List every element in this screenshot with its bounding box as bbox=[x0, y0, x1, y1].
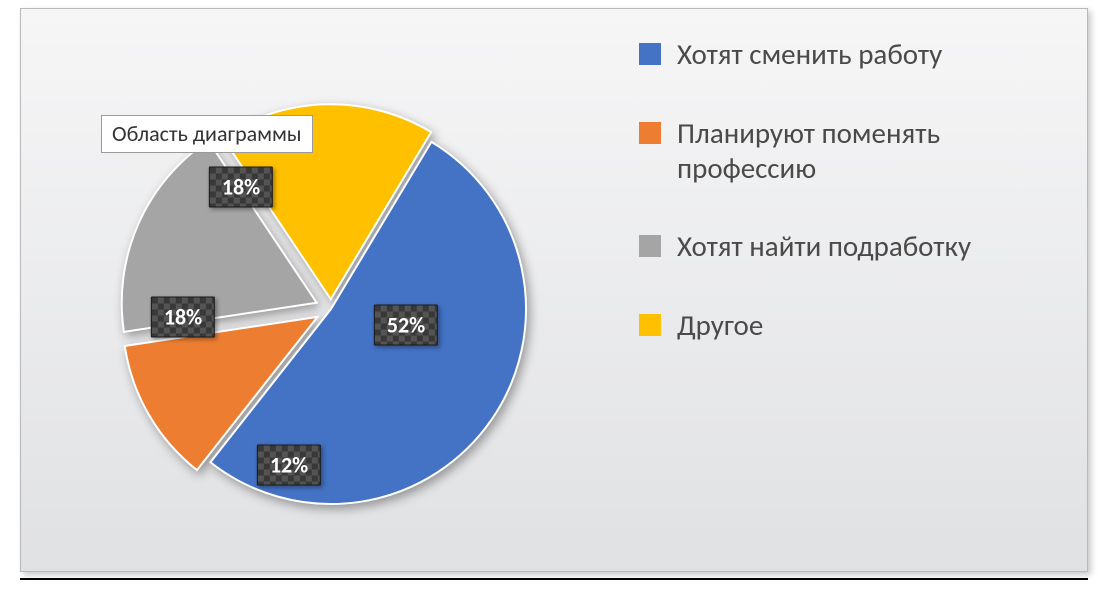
chart-area-tooltip: Область диаграммы bbox=[101, 115, 313, 153]
legend: Хотят сменить работу Планируют поменять п… bbox=[639, 37, 1059, 387]
legend-item-1: Планируют поменять профессию bbox=[639, 116, 1059, 186]
data-label-other: 18% bbox=[209, 167, 273, 208]
legend-item-3: Другое bbox=[639, 308, 1059, 343]
data-label-find_sidejob: 18% bbox=[151, 297, 215, 338]
data-label-change_job: 52% bbox=[374, 305, 438, 346]
legend-swatch bbox=[639, 43, 661, 65]
legend-label: Другое bbox=[677, 308, 763, 343]
legend-label: Планируют поменять профессию bbox=[677, 116, 1059, 186]
legend-label: Хотят сменить работу bbox=[677, 37, 942, 72]
legend-swatch bbox=[639, 314, 661, 336]
legend-swatch bbox=[639, 122, 661, 144]
legend-item-2: Хотят найти подработку bbox=[639, 229, 1059, 264]
chart-frame: 52% 12% 18% 18% Область диаграммы Хотят сме… bbox=[20, 8, 1088, 572]
bottom-border-rule bbox=[20, 578, 1088, 580]
legend-label: Хотят найти подработку bbox=[677, 229, 971, 264]
data-label-change_profession: 12% bbox=[257, 445, 321, 486]
legend-item-0: Хотят сменить работу bbox=[639, 37, 1059, 72]
legend-swatch bbox=[639, 235, 661, 257]
